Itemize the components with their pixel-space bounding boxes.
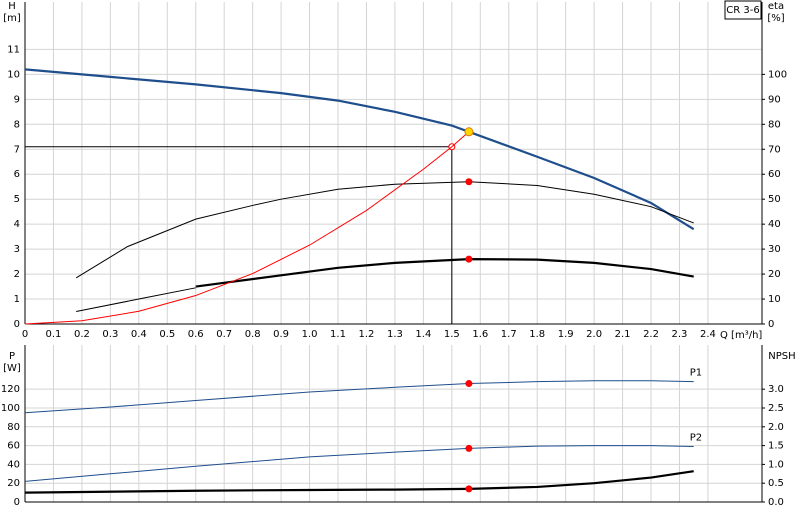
y2-tick-label: 30 — [768, 244, 781, 255]
x-tick-label: 0.3 — [102, 329, 118, 340]
x-tick-label: 0 — [22, 329, 28, 340]
x-tick-label: 0.7 — [216, 329, 232, 340]
y-tick-label: 10 — [7, 69, 20, 80]
curve — [24, 131, 470, 325]
x-tick-label: 1.8 — [529, 329, 545, 340]
curve — [24, 470, 694, 494]
y-axis-label: P — [9, 351, 15, 362]
curve — [24, 68, 695, 231]
operating-point — [465, 255, 473, 263]
y-tick-label: 6 — [14, 169, 20, 180]
x-tick-label: 1.9 — [558, 329, 574, 340]
y-tick-label: 120 — [1, 384, 20, 395]
y2-tick-label: 0 — [768, 319, 774, 330]
x-tick-label: 0.6 — [188, 329, 204, 340]
model-box — [724, 0, 762, 20]
y-tick-label: 8 — [14, 119, 20, 130]
y-axis-unit: [m] — [3, 13, 21, 24]
x-tick-label: 1.6 — [472, 329, 488, 340]
x-tick-label: 2.2 — [643, 329, 659, 340]
y2-tick-label: 60 — [768, 169, 781, 180]
model-label: CR 3-6 — [726, 5, 759, 16]
x-tick-label: 0.8 — [245, 329, 261, 340]
series-label: P2 — [690, 433, 702, 444]
x-tick-label: 1.7 — [501, 329, 517, 340]
y2-tick-label: 80 — [768, 119, 781, 130]
y-tick-label: 80 — [7, 422, 20, 433]
operating-point — [465, 380, 473, 388]
x-tick-label: 1.0 — [302, 329, 318, 340]
y-tick-label: 40 — [7, 459, 20, 470]
x-tick-label: 1.4 — [415, 329, 431, 340]
y2-tick-label: 20 — [768, 269, 781, 280]
x-tick-label: 2.4 — [700, 329, 716, 340]
y-axis-label: H — [8, 1, 16, 12]
y-tick-label: 0 — [14, 319, 20, 330]
y-tick-label: 60 — [7, 441, 20, 452]
x-tick-label: 2.1 — [615, 329, 631, 340]
x-tick-label: 2.0 — [586, 329, 602, 340]
curve — [75, 181, 694, 279]
y2-tick-label: 100 — [768, 69, 787, 80]
y2-axis-unit: [%] — [767, 13, 784, 24]
series-label: P1 — [690, 368, 702, 379]
y2-tick-label: 2.0 — [768, 422, 784, 433]
y2-tick-label: 0.5 — [768, 478, 784, 489]
y2-tick-label: 70 — [768, 144, 781, 155]
y-tick-label: 3 — [14, 244, 20, 255]
y-tick-label: 0 — [14, 497, 20, 508]
x-axis-label: Q [m³/h] — [720, 330, 762, 341]
x-tick-label: 0.2 — [74, 329, 90, 340]
x-tick-label: 0.1 — [46, 329, 62, 340]
operating-point — [465, 444, 473, 452]
y2-axis-label: eta — [768, 1, 784, 12]
y2-tick-label: 90 — [768, 94, 781, 105]
y2-tick-label: 40 — [768, 219, 781, 230]
y-tick-label: 100 — [1, 403, 20, 414]
curve — [195, 258, 694, 288]
y2-tick-label: 2.5 — [768, 403, 784, 414]
curve — [24, 445, 694, 482]
x-tick-label: 0.5 — [159, 329, 175, 340]
x-tick-label: 1.1 — [330, 329, 346, 340]
y2-tick-label: 1.0 — [768, 459, 784, 470]
operating-point — [464, 127, 474, 137]
curve — [76, 287, 196, 313]
y-axis-unit: [W] — [3, 363, 21, 374]
y2-tick-label: 3.0 — [768, 384, 784, 395]
y-tick-label: 20 — [7, 478, 20, 489]
x-tick-label: 2.3 — [672, 329, 688, 340]
y-tick-label: 7 — [14, 144, 20, 155]
x-tick-label: 0.9 — [273, 329, 289, 340]
curve — [24, 380, 694, 414]
y2-axis-label: NPSH — [768, 351, 795, 362]
operating-point — [465, 178, 473, 186]
x-tick-label: 1.2 — [359, 329, 375, 340]
x-tick-label: 0.4 — [131, 329, 147, 340]
y-tick-label: 2 — [14, 269, 20, 280]
y-tick-label: 1 — [14, 294, 20, 305]
y2-tick-label: 1.5 — [768, 441, 784, 452]
y-tick-label: 9 — [14, 94, 20, 105]
x-tick-label: 1.3 — [387, 329, 403, 340]
y-tick-label: 4 — [14, 219, 20, 230]
y-tick-label: 11 — [7, 44, 20, 55]
y2-tick-label: 10 — [768, 294, 781, 305]
y-tick-label: 5 — [14, 194, 20, 205]
x-tick-label: 1.5 — [444, 329, 460, 340]
operating-point — [465, 485, 473, 493]
y2-tick-label: 50 — [768, 194, 781, 205]
y2-tick-label: 0.0 — [768, 497, 784, 508]
